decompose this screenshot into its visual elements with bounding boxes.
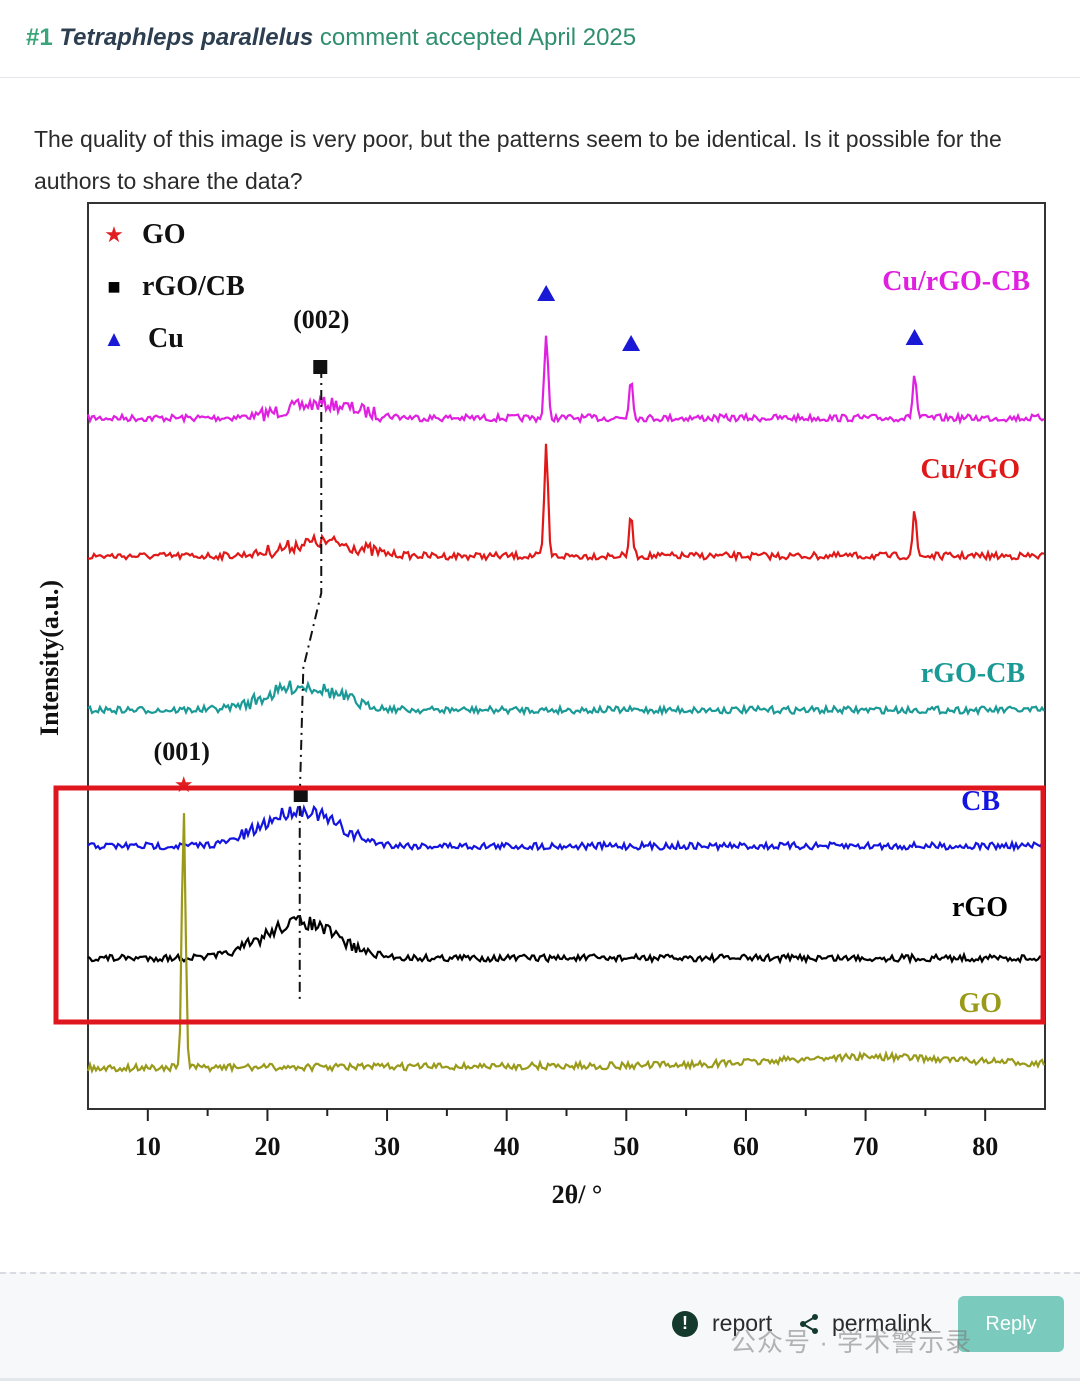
highlight-box [53, 785, 1046, 1025]
exclamation-icon: ! [672, 1310, 698, 1337]
x-tick-label: 80 [972, 1132, 998, 1161]
rgo-cb-marker [293, 790, 308, 802]
x-tick-label: 70 [853, 1132, 879, 1161]
go-peak-marker: ★ [174, 772, 194, 797]
comment-footer: ! report permalink Reply 公众号 · 学术警示录 [0, 1272, 1080, 1381]
plot-frame [87, 202, 1046, 1110]
series-line [86, 335, 1045, 426]
report-label: report [712, 1310, 773, 1336]
legend-symbol: ▲ [103, 326, 125, 351]
x-tick-label: 10 [135, 1132, 161, 1161]
x-axis-label: 2θ/ ° [552, 1180, 603, 1209]
legend-symbol: ★ [104, 222, 124, 247]
legend-label: Cu [148, 323, 184, 354]
x-tick-label: 50 [613, 1132, 639, 1161]
comment-body: The quality of this image is very poor, … [34, 126, 1002, 194]
series-label: rGO-CB [921, 658, 1025, 689]
report-link[interactable]: ! report [672, 1310, 772, 1337]
reply-button[interactable]: Reply [958, 1296, 1064, 1352]
permalink-label: permalink [832, 1310, 932, 1336]
cu-peak-marker [537, 285, 556, 301]
x-tick-label: 40 [494, 1132, 520, 1161]
legend-label: GO [142, 219, 186, 250]
cu-peak-marker [905, 329, 924, 345]
annotation-001: (001) [154, 737, 210, 766]
series-line [87, 915, 1045, 965]
reference-line-002 [298, 368, 323, 1003]
series-line [87, 680, 1045, 717]
series-label: CB [961, 786, 1000, 817]
x-tick-label: 60 [733, 1132, 759, 1161]
comment-status: comment accepted April 2025 [319, 24, 637, 51]
permalink-link[interactable]: permalink [798, 1310, 932, 1337]
legend-symbol: ■ [107, 274, 120, 299]
annotation-002: (002) [293, 305, 349, 334]
share-icon [800, 1313, 818, 1334]
series-label: Cu/rGO [920, 454, 1020, 485]
x-tick-label: 20 [254, 1132, 280, 1161]
xrd-figure: Cu/rGO-CB Cu/rGO rGO-CB CB rGO GO 10 20 30 40 50 6… [22, 198, 1062, 1220]
series-label: rGO [952, 892, 1008, 923]
xrd-chart: Cu/rGO-CB Cu/rGO rGO-CB CB rGO GO 10 20 30 40 50 6… [35, 202, 1046, 1209]
comment-title: #1 Tetraphleps parallelus comment accept… [26, 22, 636, 54]
comment-number[interactable]: #1 [26, 24, 53, 51]
series-line [87, 804, 1046, 853]
x-tick-label: 30 [374, 1132, 400, 1161]
cu-peak-marker [622, 335, 641, 351]
series-line [86, 813, 1046, 1075]
comment-header: #1 Tetraphleps parallelus comment accept… [0, 0, 1080, 78]
legend-label: rGO/CB [142, 271, 245, 302]
series-label: GO [958, 988, 1002, 1019]
series-line [87, 443, 1045, 563]
y-axis-label: Intensity(a.u.) [35, 580, 64, 736]
commenter-name[interactable]: Tetraphleps parallelus [59, 24, 314, 51]
footer-divider [0, 1378, 1080, 1381]
series-label: Cu/rGO-CB [882, 266, 1030, 297]
rgo-cb-marker [313, 360, 328, 374]
